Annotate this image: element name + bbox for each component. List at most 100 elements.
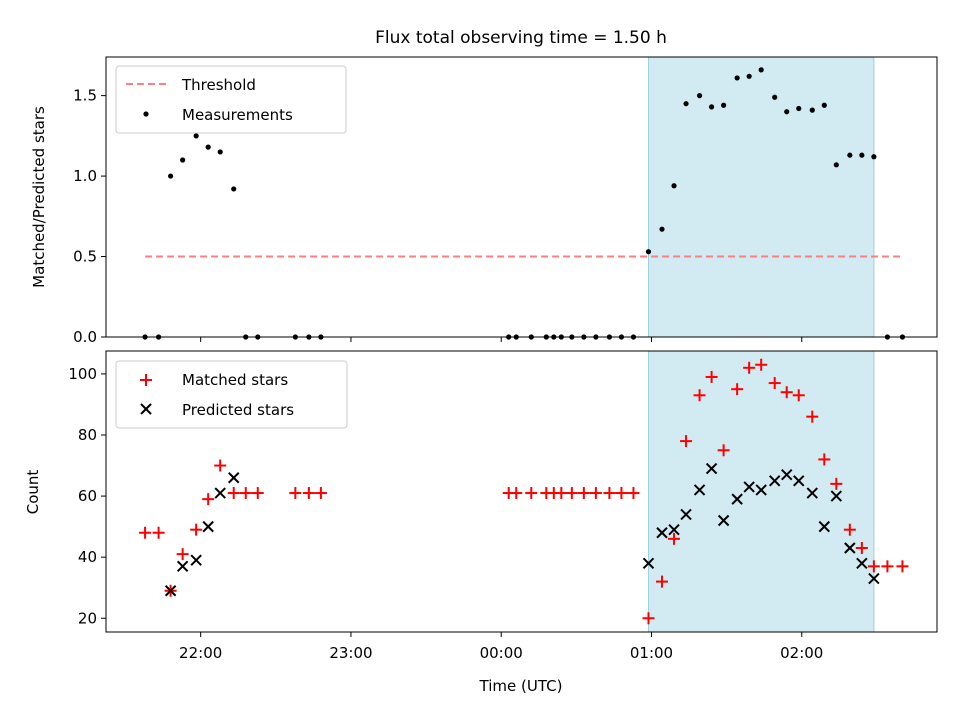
measurement-point — [205, 144, 211, 150]
matched-star-point — [627, 487, 640, 500]
measurement-point — [180, 157, 186, 163]
predicted-star-point — [844, 542, 856, 554]
y-tick-label: 0.0 — [73, 328, 97, 346]
matched-star-point — [302, 487, 315, 500]
predicted-star-point — [856, 557, 868, 569]
count-legend: Matched stars Predicted stars — [115, 360, 348, 429]
y-tick-label: 0.5 — [73, 248, 97, 266]
predicted-star-point — [164, 585, 177, 597]
count-y-ticks: 20 40 60 80 100 — [68, 365, 106, 627]
matched-star-point — [555, 487, 568, 500]
matched-star-point — [693, 389, 706, 402]
ratio-panel: 0.0 0.5 1.0 1.5 Matched/Predicted stars Thr… — [30, 56, 938, 346]
ratio-legend-box — [115, 65, 347, 134]
matched-star-point — [780, 386, 793, 399]
matched-star-point — [239, 487, 252, 500]
measurement-point — [833, 162, 839, 168]
count-x-ticks: 22:00 23:00 00:00 01:00 02:00 — [179, 632, 823, 662]
matched-star-point — [896, 560, 909, 573]
predicted-star-point — [656, 527, 668, 539]
measurement-point — [193, 133, 199, 139]
matched-star-point — [843, 523, 856, 536]
legend-measurements-label: Measurements — [182, 106, 293, 124]
matched-star-point — [289, 487, 302, 500]
x-tick-label: 01:00 — [630, 644, 673, 662]
predicted-star-point — [731, 493, 743, 505]
matched-star-point — [589, 487, 602, 500]
matched-star-point — [642, 612, 655, 625]
matched-star-point — [717, 444, 730, 457]
predicted-star-point — [190, 554, 202, 566]
predicted-star-point — [176, 560, 189, 573]
measurement-point — [659, 226, 665, 232]
matched-star-point — [792, 389, 805, 402]
measurement-point — [168, 173, 174, 179]
matched-star-point — [680, 435, 693, 448]
x-axis-label: Time (UTC) — [479, 677, 563, 695]
measurement-point — [721, 102, 727, 108]
measurement-point — [217, 149, 223, 155]
legend-measurement-swatch — [143, 111, 149, 117]
ratio-axes-frame — [105, 56, 938, 338]
matched-star-point — [855, 542, 868, 555]
matched-star-point — [656, 575, 669, 588]
measurement-point — [847, 152, 853, 158]
y-tick-label: 100 — [68, 365, 97, 383]
legend-matched-swatch — [140, 374, 152, 386]
measurement-point — [734, 75, 740, 81]
matched-star-point — [743, 361, 756, 374]
legend-predicted-swatch — [140, 403, 152, 415]
measurement-point — [821, 102, 827, 108]
matched-star-point — [818, 453, 831, 466]
matched-star-point — [176, 548, 189, 561]
matched-star-point — [731, 383, 744, 396]
measurement-point — [231, 186, 237, 192]
legend-predicted-label: Predicted stars — [182, 401, 294, 419]
count-panel: 20 40 60 80 100 22:00 23:00 00:00 01:00 02:00 Co… — [24, 350, 938, 695]
matched-star-point — [755, 358, 768, 371]
predicted-star-point — [768, 475, 781, 487]
predicted-star-point — [755, 484, 767, 496]
predicted-star-point — [214, 487, 226, 499]
measurement-point — [645, 249, 652, 255]
predicted-star-point — [642, 557, 655, 569]
matched-star-point — [705, 370, 718, 383]
matched-star-point — [806, 410, 819, 423]
matched-star-point — [525, 487, 538, 500]
matched-star-point — [830, 477, 843, 490]
figure-title: Flux total observing time = 1.50 h — [375, 28, 667, 48]
predicted-star-point — [202, 520, 214, 533]
measurement-point — [671, 183, 677, 189]
count-axes-frame — [105, 350, 938, 633]
x-tick-label: 22:00 — [179, 644, 222, 662]
matched-star-point — [251, 487, 264, 500]
predicted-star-point — [818, 520, 831, 533]
matched-star-point — [603, 487, 616, 500]
measurement-point — [708, 104, 715, 110]
predicted-star-point — [668, 523, 680, 536]
ratio-y-label: Matched/Predicted stars — [30, 106, 48, 288]
y-tick-label: 1.5 — [73, 87, 97, 105]
measurement-point — [859, 152, 865, 158]
observing-window-shade — [647, 350, 875, 633]
matched-star-point — [565, 487, 578, 500]
matched-star-point — [510, 487, 523, 500]
predicted-star-point — [781, 468, 793, 481]
matched-star-point — [668, 532, 681, 545]
measurement-point — [784, 109, 790, 115]
y-tick-label: 40 — [78, 548, 97, 566]
matched-star-point — [314, 487, 327, 500]
matched-star-point — [577, 487, 590, 500]
matched-star-point — [768, 377, 781, 390]
y-tick-label: 20 — [78, 609, 97, 627]
matched-star-point — [214, 459, 227, 472]
legend-matched-label: Matched stars — [182, 371, 288, 389]
predicted-star-point — [868, 572, 880, 585]
predicted-star-point — [680, 508, 692, 521]
observing-window-shade — [647, 56, 875, 338]
x-tick-label: 02:00 — [780, 644, 823, 662]
measurement-point — [809, 107, 815, 113]
predicted-star-point — [793, 475, 805, 487]
matched-star-point — [152, 526, 165, 539]
